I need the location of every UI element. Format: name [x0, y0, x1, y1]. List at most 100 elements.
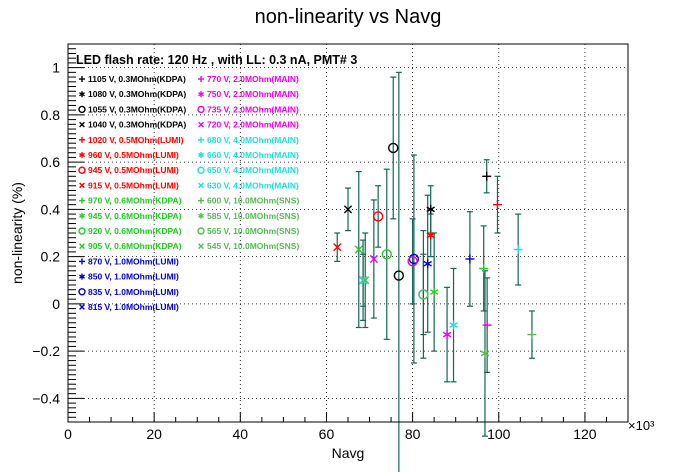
legend-marker [79, 182, 85, 189]
legend: 1105 V, 0.3MOhm(KDPA) 1080 V, 0.3MOhm(KDP… [78, 74, 299, 312]
data-point [388, 142, 399, 154]
legend-marker [78, 166, 86, 174]
legend-marker [198, 121, 204, 128]
data-point [527, 330, 537, 340]
data-point [393, 270, 405, 281]
legend-marker [198, 136, 204, 143]
legend-marker [198, 152, 204, 158]
legend-entry: 835 V, 1.0MOhm(LUMI) [88, 287, 179, 297]
x-tick-label: 20 [146, 426, 162, 442]
legend-marker [79, 197, 85, 204]
legend-entry: 565 V, 10.0MOhm(SNS) [207, 226, 299, 236]
legend-entry: 1105 V, 0.3MOhm(KDPA) [88, 74, 186, 84]
legend-marker [79, 76, 85, 82]
data-point [449, 320, 458, 330]
annotation-text: LED flash rate: 120 Hz , with LL: 0.3 nA… [76, 53, 357, 67]
legend-entry: 850 V, 1.0MOhm(LUMI) [88, 272, 179, 282]
legend-marker [79, 243, 85, 250]
legend-marker [198, 91, 204, 98]
legend-marker [78, 105, 86, 114]
x-tick-label: 60 [319, 426, 335, 442]
legend-marker [79, 212, 85, 219]
legend-entry: 770 V, 2.0MOhm(MAIN) [207, 74, 299, 84]
data-point [354, 245, 363, 254]
legend-marker [79, 304, 85, 310]
legend-entry: 945 V, 0.5MOhm(LUMI) [88, 165, 179, 175]
data-point [492, 200, 502, 210]
legend-marker [79, 136, 85, 143]
data-point [429, 287, 439, 297]
x-tick-label: 100 [487, 426, 511, 442]
data-point [418, 289, 429, 300]
y-tick-label: 0 [52, 296, 60, 312]
legend-entry: 735 V, 2.0MOhm(MAIN) [207, 104, 299, 114]
y-tick-label: 0.6 [41, 154, 61, 170]
data-point [442, 330, 452, 340]
data-point [372, 211, 384, 222]
data-point [465, 254, 475, 264]
data-point [482, 320, 492, 330]
legend-entry: 815 V, 1.0MOhm(LUMI) [88, 302, 179, 312]
legend-entry: 970 V, 0.6MOhm(KDPA) [88, 196, 182, 206]
data-point [381, 249, 392, 260]
data-point [369, 254, 378, 264]
legend-entry: 1055 V, 0.3MOhm(KDPA) [88, 104, 186, 114]
legend-entry: 585 V, 10.0MOhm(SNS) [207, 211, 299, 221]
data-point [361, 276, 370, 285]
data-point [408, 253, 420, 265]
legend-marker [198, 243, 204, 250]
legend-entry: 545 V, 10.0MOhm(SNS) [207, 241, 299, 251]
legend-marker [79, 258, 85, 265]
data-point [358, 276, 368, 285]
y-tick-label: 0.2 [41, 249, 61, 265]
x-tick-label: 40 [233, 426, 249, 442]
x-axis-ticks: 0 20 40 60 80 100 120 [64, 412, 629, 442]
legend-marker [197, 166, 205, 174]
data-point [423, 259, 432, 269]
legend-marker [78, 227, 86, 235]
legend-marker [79, 91, 85, 98]
y-tick-label: −0.4 [32, 390, 60, 406]
legend-marker [79, 273, 85, 280]
x-tick-label: 80 [405, 426, 421, 442]
legend-entry: 600 V, 10.0MOhm(SNS) [207, 196, 299, 206]
legend-marker [79, 121, 85, 128]
data-point [482, 171, 492, 181]
legend-entry: 650 V, 4.0MOhm(MAIN) [207, 165, 299, 175]
y-tick-label: 0.4 [41, 201, 61, 217]
legend-entry: 630 V, 4.0MOhm(MAIN) [207, 180, 299, 190]
data-point [479, 263, 489, 273]
legend-marker [79, 152, 85, 158]
error-bars [334, 71, 535, 472]
legend-entry: 915 V, 0.5MOhm(LUMI) [88, 180, 179, 190]
y-axis-label: non-linearity (%) [9, 182, 25, 284]
legend-marker [198, 212, 204, 219]
y-tick-label: 1 [52, 60, 60, 76]
legend-marker [198, 197, 204, 204]
legend-entry: 960 V, 0.5MOhm(LUMI) [88, 150, 179, 160]
legend-entry: 680 V, 4.0MOhm(MAIN) [207, 135, 299, 145]
data-point [426, 230, 435, 240]
legend-entry: 870 V, 1.0MOhm(LUMI) [88, 256, 179, 266]
x-tick-label: 0 [64, 426, 72, 442]
data-point [333, 243, 342, 252]
legend-entry: 920 V, 0.6MOhm(KDPA) [88, 226, 182, 236]
legend-marker [197, 227, 205, 235]
x-axis-label: Navg [332, 445, 365, 461]
data-points [333, 142, 537, 358]
y-tick-label: 0.8 [41, 107, 61, 123]
data-point [480, 348, 490, 358]
data-point [513, 245, 523, 255]
legend-entry: 660 V, 4.0MOhm(MAIN) [207, 150, 299, 160]
legend-entry: 945 V, 0.6MOhm(KDPA) [88, 211, 182, 221]
y-tick-label: −0.2 [32, 343, 60, 359]
legend-marker [197, 105, 205, 114]
legend-entry: 1080 V, 0.3MOhm(KDPA) [88, 89, 186, 99]
legend-marker [198, 182, 204, 189]
x-axis-multiplier: ×10³ [628, 418, 655, 433]
y-axis-ticks: −0.4 −0.2 0 0.2 0.4 0.6 0.8 1 [32, 43, 84, 423]
legend-marker [198, 76, 204, 82]
data-point [426, 204, 435, 214]
legend-entry: 1040 V, 0.3MOhm(KDPA) [88, 120, 186, 130]
